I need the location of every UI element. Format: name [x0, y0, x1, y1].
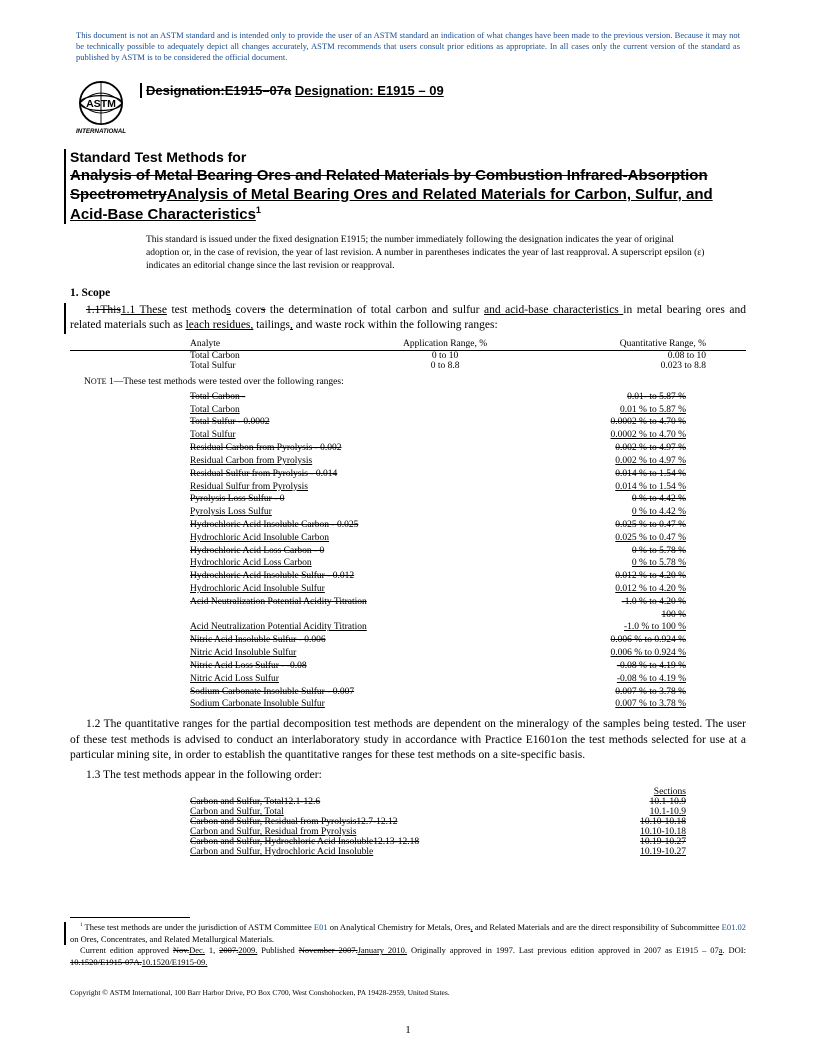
fn1-link1[interactable]: E01 [314, 922, 328, 932]
para-1-2: 1.2 The quantitative ranges for the part… [70, 717, 746, 764]
header-row: ASTM INTERNATIONAL Designation:E1915–07a… [70, 77, 746, 139]
issue-note: This standard is issued under the fixed … [146, 234, 746, 272]
p11-end: and waste rock within the following rang… [293, 319, 498, 331]
fn2a: Current edition approved [80, 945, 173, 955]
fn1d: on Ores, Concentrates, and Related Metal… [70, 934, 274, 944]
para-1-1: 1.1This1.1 These test methods covers the… [64, 303, 746, 334]
note-1: NOTE 1—These test methods were tested ov… [84, 377, 746, 387]
fn2n4: 10.1520/E1915-09. [142, 957, 208, 967]
fn2d: Originally approved in 1997. Last previo… [407, 945, 719, 955]
designation-old: Designation:E1915–07a [146, 83, 291, 98]
title-new: Analysis of Metal Bearing Ores and Relat… [70, 186, 713, 223]
astm-logo: ASTM INTERNATIONAL [70, 77, 132, 139]
note-label: NOTE [84, 377, 107, 387]
designation: Designation:E1915–07a Designation: E1915… [140, 83, 444, 98]
fn2c: Published [257, 945, 298, 955]
designation-new: Designation: E1915 – 09 [295, 83, 444, 98]
p11-m1: test method [167, 304, 226, 316]
fn2o2: 2007. [219, 945, 238, 955]
p11-m2: cover [231, 304, 261, 316]
tested-table: Total Carbon - 0.01- to 5.87 %Total Carb… [70, 391, 746, 711]
fn1c: and Related Materials and are the direct… [473, 922, 722, 932]
fn1b: on Analytical Chemistry for Metals, Ores [328, 922, 471, 932]
fn2o4: 10.1520/E1915-07A. [70, 957, 142, 967]
title-block: Standard Test Methods for Analysis of Me… [64, 149, 746, 224]
page-number: 1 [405, 1024, 411, 1036]
fn2o3: November 2007. [299, 945, 358, 955]
title-lead: Standard Test Methods for [70, 149, 746, 165]
fn2n1: Dec. [189, 945, 205, 955]
footnote-1: 1 These test methods are under the juris… [64, 922, 746, 945]
svg-text:INTERNATIONAL: INTERNATIONAL [76, 128, 126, 135]
sections-header: Sections [589, 787, 746, 797]
footnote-2: Current edition approved Nov.Dec. 1, 200… [70, 945, 746, 968]
p11-new: 1.1 These [121, 304, 167, 316]
sections-table: Sections Carbon and Sulfur, Total12.1-12… [70, 787, 746, 857]
fn2e: . DOI: [723, 945, 747, 955]
title-main: Analysis of Metal Bearing Ores and Relat… [70, 167, 746, 224]
note-rest: 1—These test methods were tested over th… [109, 377, 344, 387]
footnote-rule [70, 917, 190, 918]
p11-m3: the determination of total carbon and su… [265, 304, 484, 316]
scope-head: 1. Scope [70, 287, 746, 299]
title-sup: 1 [256, 205, 261, 215]
p11-ins: and acid-base characteristics [484, 304, 623, 316]
fn2n2: 2009. [238, 945, 257, 955]
copyright: Copyright © ASTM International, 100 Barr… [70, 988, 746, 997]
disclaimer-text: This document is not an ASTM standard an… [70, 30, 746, 63]
fn2n3: January 2010. [358, 945, 407, 955]
fn2b: 1, [205, 945, 219, 955]
range-table: AnalyteApplication Range, %Quantitative … [70, 338, 746, 371]
fn2o1: Nov. [173, 945, 189, 955]
para-1-3: 1.3 The test methods appear in the follo… [70, 768, 746, 784]
fn1-link2[interactable]: E01.02 [722, 922, 746, 932]
svg-text:ASTM: ASTM [86, 98, 116, 110]
p11-ins2: leach residues, [186, 319, 254, 331]
p11-m5: tailings [253, 319, 290, 331]
p11-old: 1.1This [86, 304, 121, 316]
fn1a: These test methods are under the jurisdi… [83, 922, 314, 932]
